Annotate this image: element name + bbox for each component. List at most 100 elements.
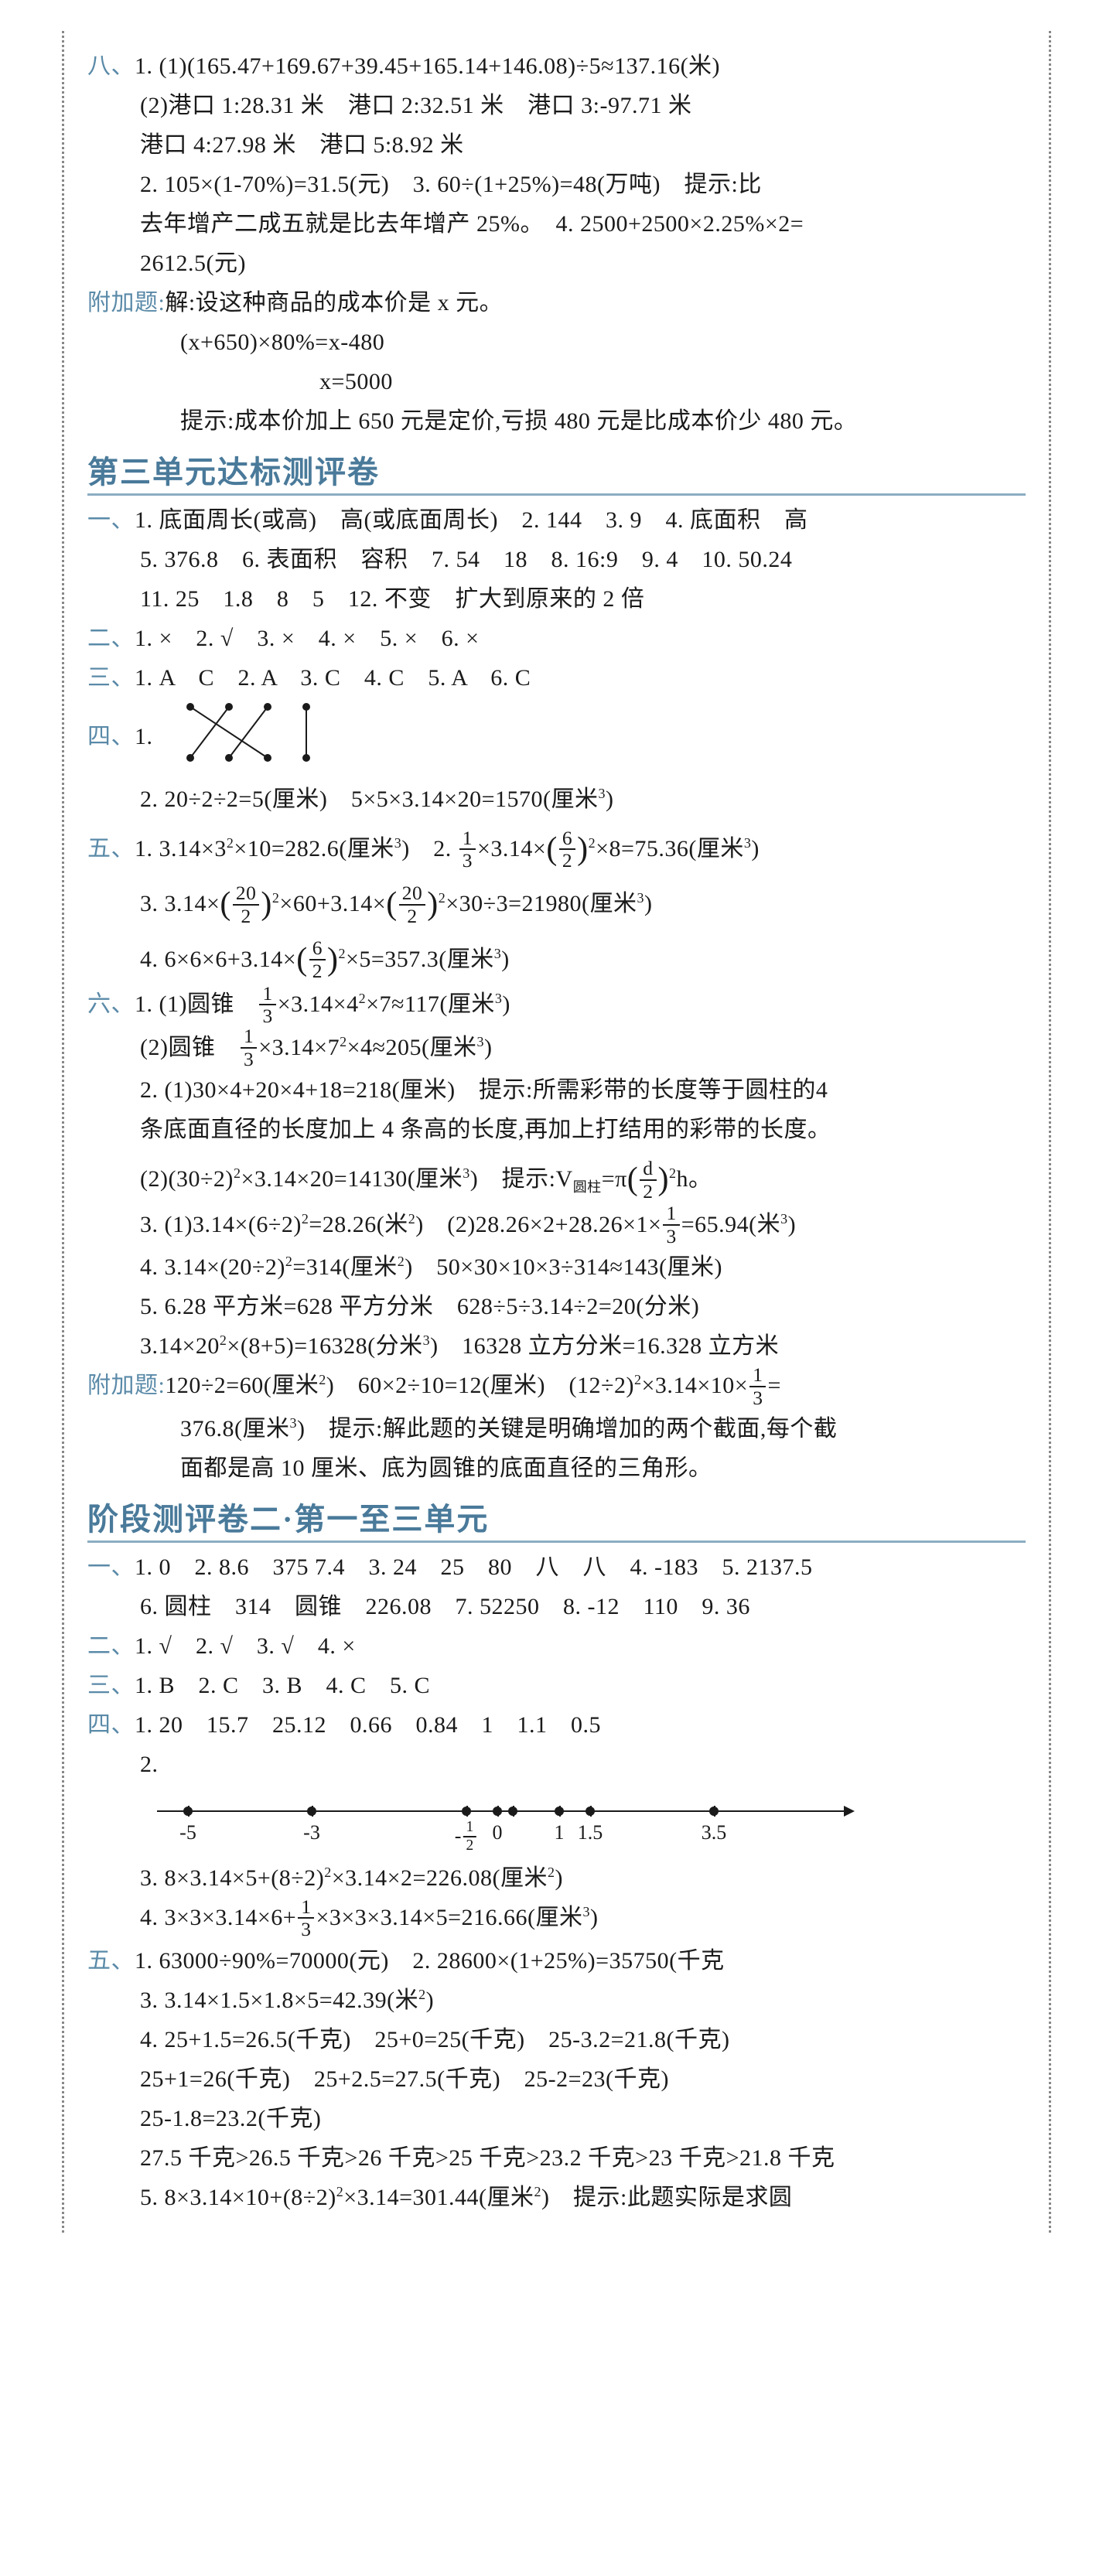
- s2-p4-l4a: 4. 3×3×3.14×6+: [140, 1905, 296, 1930]
- u3-p6-q1d: ): [502, 991, 510, 1017]
- exp3j: 3: [290, 1415, 298, 1431]
- u3-p6-q8: 3.14×202×(8+5)=16328(分米3) 16328 立方分米=16.…: [87, 1326, 1026, 1366]
- nline-label: 0: [493, 1821, 503, 1844]
- s2-p4-l3b: ×3.14×2=226.08(厘米: [332, 1865, 548, 1891]
- u3-p6-q3b: 条底面直径的长度加上 4 条高的长度,再加上打结用的彩带的长度。: [87, 1110, 1026, 1149]
- f13n3: 1: [663, 1203, 679, 1226]
- rp3: ): [427, 886, 439, 922]
- u3-p1-l1: 1. 底面周长(或高) 高(或底面周长) 2. 144 3. 9 4. 底面积 …: [135, 507, 807, 533]
- u3-p1-l3: 11. 25 1.8 8 5 12. 不变 扩大到原来的 2 倍: [87, 579, 1026, 619]
- nline-label: 3.5: [702, 1821, 727, 1844]
- s2-p5-l7b: ×3.14=301.44(厘米: [343, 2185, 534, 2210]
- u3-p2: 二、1. × 2. √ 3. × 4. × 5. × 6. ×: [87, 619, 1026, 658]
- exp2k: 2: [408, 1211, 416, 1227]
- u3-p6-ab: ) 60×2÷10=12(厘米) (12÷2): [326, 1373, 634, 1398]
- u3-p6-ba: 376.8(厘米: [180, 1416, 290, 1442]
- u3-p5-q4a: 4. 6×6×6+3.14×: [140, 947, 296, 972]
- exp3b: 3: [744, 835, 752, 851]
- frac13c: 13: [241, 1026, 257, 1069]
- sec8-l2: (2)港口 1:28.31 米 港口 2:32.51 米 港口 3:-97.71…: [87, 86, 1026, 125]
- exp2c: 2: [272, 890, 280, 906]
- s2-p4-l1: 1. 20 15.7 25.12 0.66 0.84 1 1.1 0.5: [135, 1712, 601, 1738]
- nline-dot: [586, 1807, 595, 1816]
- stage2-heading: 阶段测评卷二·第一至三单元: [87, 1494, 1026, 1543]
- u3-p4-l2b: ): [606, 786, 614, 812]
- u3-p4: 四、1.: [87, 698, 1026, 780]
- f20d2: 2: [399, 906, 426, 926]
- sec8-q1-1: 八、1. (1)(165.47+169.67+39.45+165.14+146.…: [87, 46, 1026, 86]
- nline-dot: [493, 1807, 502, 1816]
- u3-p6-q4: (2)(30÷2)2×3.14×20=14130(厘米3) 提示:V圆柱=π(d…: [87, 1149, 1026, 1204]
- cross-svg: [175, 698, 314, 767]
- exp3: 3: [599, 786, 606, 801]
- u3-p6-q2c: ×4≈205(厘米: [347, 1035, 477, 1060]
- s2-p5-l4: 25+1=26(千克) 25+2.5=27.5(千克) 25-2=23(千克): [87, 2059, 1026, 2099]
- u3-p5-q3b: ×60+3.14×: [279, 891, 386, 916]
- u3-p6-q2b: ×3.14×7: [258, 1035, 340, 1060]
- u3-p1-l2: 5. 376.8 6. 表面积 容积 7. 54 18 8. 16:9 9. 4…: [87, 540, 1026, 579]
- nline-label: 1.5: [578, 1821, 603, 1844]
- u3-p5-q1b: ×10=282.6(厘米: [234, 836, 394, 862]
- nline-axis: [157, 1810, 853, 1812]
- u3-p6-b: 376.8(厘米3) 提示:解此题的关键是明确增加的两个截面,每个截: [87, 1409, 1026, 1448]
- nline-label: 1: [555, 1821, 565, 1844]
- exp2u: 2: [534, 2184, 542, 2199]
- u3-p6-aa: 120÷2=60(厘米: [165, 1373, 319, 1398]
- number-line: -5-3011.53.5 -12: [157, 1790, 853, 1852]
- u3-p6-q6b: =314(厘米: [292, 1254, 397, 1280]
- s2-p4: 四、1. 20 15.7 25.12 0.66 0.84 1 1.1 0.5: [87, 1705, 1026, 1745]
- frac-d-2: d2: [640, 1158, 656, 1201]
- u3-p1: 一、1. 底面周长(或高) 高(或底面周长) 2. 144 3. 9 4. 底面…: [87, 500, 1026, 540]
- rparen: ): [577, 831, 589, 867]
- u3-p6-q6c: ) 50×30×10×3÷314≈143(厘米): [405, 1254, 722, 1280]
- u3-p6-ac: ×3.14×10×: [641, 1373, 748, 1398]
- frac-20-2a: 202: [233, 883, 260, 926]
- frac13b: 13: [259, 984, 275, 1026]
- s2-p4-l3c: ): [555, 1865, 563, 1891]
- fdd: 2: [640, 1181, 656, 1202]
- frac-1-3: 13: [459, 828, 476, 871]
- exp3i: 3: [423, 1332, 431, 1348]
- s2-p5-l6: 27.5 千克>26.5 千克>26 千克>25 千克>23.2 千克>23 千…: [87, 2138, 1026, 2178]
- f13d: 3: [259, 1005, 275, 1026]
- s2-p3: 三、1. B 2. C 3. B 4. C 5. C: [87, 1666, 1026, 1705]
- s2-p5-l5: 25-1.8=23.2(千克): [87, 2099, 1026, 2138]
- u3-p6-q4b: ×3.14×20=14130(厘米: [241, 1166, 463, 1192]
- s2-p4-label: 四、: [87, 1712, 135, 1738]
- exp2e: 2: [338, 946, 346, 961]
- sec8-a3: x=5000: [87, 362, 1026, 401]
- u3-p4-label: 四、: [87, 724, 135, 749]
- sub-yz: 圆柱: [573, 1179, 602, 1195]
- s2-p5-l2a: 3. 3.14×1.5×1.8×5=42.39(米: [140, 1987, 418, 2013]
- s2-p1-label: 一、: [87, 1554, 135, 1580]
- rp4: ): [327, 942, 339, 978]
- u3-p6-q8b: ×(8+5)=16328(分米: [227, 1333, 422, 1359]
- u3-p6-bb: ) 提示:解此题的关键是明确增加的两个截面,每个截: [297, 1416, 837, 1442]
- exp2o: 2: [319, 1372, 326, 1387]
- exp3a: 3: [394, 835, 402, 851]
- s2-p5-label: 五、: [87, 1948, 135, 1974]
- u3-p6-attach: 附加题:120÷2=60(厘米2) 60×2÷10=12(厘米) (12÷2)2…: [87, 1366, 1026, 1409]
- s2-p1-l2: 6. 圆柱 314 圆锥 226.08 7. 52250 8. -12 110 …: [87, 1587, 1026, 1626]
- nline-label: -5: [179, 1821, 196, 1844]
- cross-diagram: [175, 698, 314, 780]
- fdn: d: [640, 1158, 656, 1181]
- frac-n: 1: [459, 828, 476, 851]
- exp2j: 2: [302, 1211, 309, 1227]
- u3-p6-q4d: =π: [602, 1166, 627, 1192]
- u3-p5-label: 五、: [87, 836, 135, 862]
- exp3e: 3: [495, 991, 503, 1006]
- nhalf-n: 1: [463, 1820, 476, 1837]
- f13n2: 1: [241, 1026, 257, 1049]
- u3-p6-ad: =: [767, 1373, 780, 1398]
- lp3: (: [386, 886, 398, 922]
- u3-p5-q3c: ×30÷3=21980(厘米: [446, 891, 637, 916]
- f20d: 2: [233, 906, 260, 926]
- u3-p6-q7: 5. 6.28 平方米=628 平方分米 628÷5÷3.14÷2=20(分米): [87, 1287, 1026, 1326]
- s2-p5-l2: 3. 3.14×1.5×1.8×5=42.39(米2): [87, 1981, 1026, 2020]
- u3-p5-q4b: ×5=357.3(厘米: [346, 947, 494, 972]
- u3-p5-q3: 3. 3.14×(202)2×60+3.14×(202)2×30÷3=21980…: [87, 874, 1026, 929]
- frac13d: 13: [663, 1203, 679, 1246]
- frac13f: 13: [298, 1897, 314, 1940]
- s2-p4-l4b: ×3×3×3.14×5=216.66(厘米: [316, 1905, 582, 1930]
